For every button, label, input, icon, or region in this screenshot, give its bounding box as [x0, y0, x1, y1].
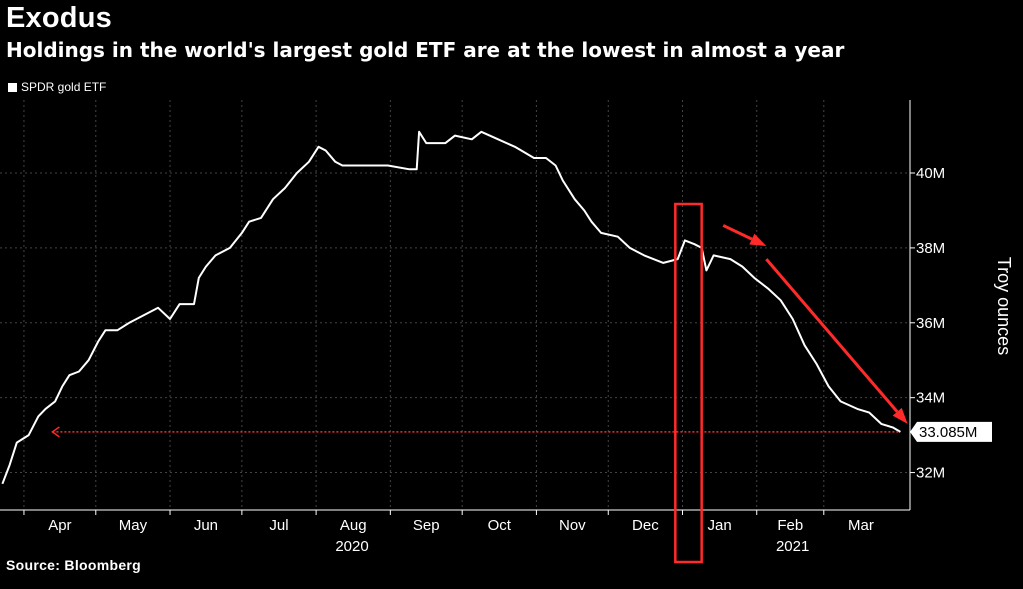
x-tick-label: Aug	[340, 517, 367, 534]
trend-arrow-head	[749, 233, 767, 247]
x-tick-label: Apr	[48, 517, 71, 534]
x-tick-label: Jan	[708, 517, 732, 534]
x-tick-label: Oct	[488, 517, 512, 534]
source-note: Source: Bloomberg	[6, 557, 142, 573]
x-tick-label: Sep	[413, 517, 440, 534]
y-tick-label: 34M	[916, 390, 945, 407]
y-tick-label: 38M	[916, 240, 945, 257]
reference-arrow-head	[51, 426, 60, 438]
highlight-box	[674, 202, 703, 564]
y-axis-title: Troy ounces	[994, 257, 1014, 355]
annotation-layer	[51, 202, 908, 564]
series-layer	[1, 130, 901, 485]
trend-arrow	[722, 224, 767, 247]
x-year-label: 2020	[335, 538, 368, 555]
chart-title: Exodus	[6, 2, 112, 34]
x-tick-label: Jul	[269, 517, 288, 534]
series-line-spdr-gold-etf	[1, 130, 901, 485]
trend-arrow-shaft	[722, 224, 753, 241]
chart-subtitle: Holdings in the world's largest gold ETF…	[6, 38, 845, 62]
gridlines	[0, 100, 910, 510]
x-tick-label: Mar	[848, 517, 874, 534]
last-value-tag-bg	[910, 421, 992, 442]
y-tick-label: 40M	[916, 165, 945, 182]
y-axis: 32M 34M 36M 38M 40M 33.085M	[909, 100, 992, 510]
x-tick-label: Dec	[632, 517, 659, 534]
x-axis: Apr May Jun Jul Aug Sep Oct Nov Dec Jan Feb Mar 2020…	[0, 509, 910, 555]
x-tick-label: Nov	[559, 517, 586, 534]
x-tick-label: Jun	[194, 517, 218, 534]
legend-label: SPDR gold ETF	[21, 80, 107, 94]
last-value-tag: 33.085M	[910, 421, 992, 442]
legend: SPDR gold ETF	[8, 80, 106, 94]
x-tick-label: May	[119, 517, 148, 534]
x-tick-label: Feb	[777, 517, 803, 534]
trend-arrow-shaft	[765, 258, 899, 413]
y-tick-label: 36M	[916, 315, 945, 332]
last-value-label: 33.085M	[919, 424, 977, 441]
trend-arrow	[765, 258, 908, 424]
x-year-label: 2021	[776, 538, 809, 555]
y-tick-label: 32M	[916, 465, 945, 482]
trend-arrow-head	[892, 407, 908, 424]
legend-swatch	[8, 82, 17, 92]
